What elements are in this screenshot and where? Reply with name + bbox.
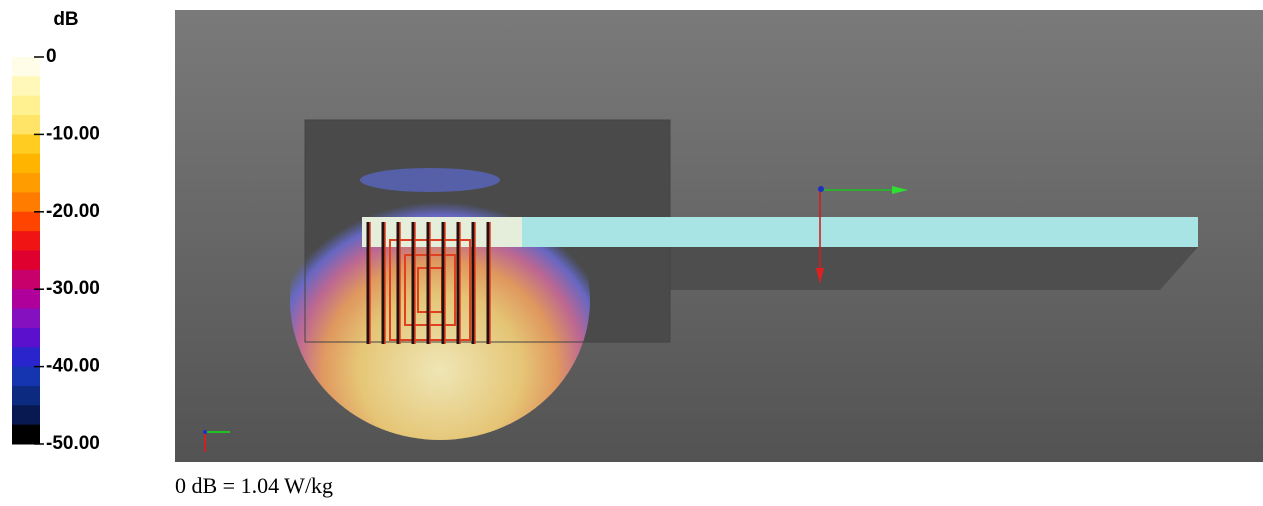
unit-label: dB [53, 9, 78, 30]
color-band [12, 96, 40, 116]
color-band [12, 57, 40, 77]
color-band [12, 115, 40, 135]
screenshot: dB 0 dB = 1.04 W/kg 0 -10.00 -20.00 -30.00 -… [0, 0, 1263, 501]
sar-lobe [360, 168, 500, 192]
page: dB 0 dB = 1.04 W/kg 0 -10.00 -20.00 -30.00 -… [0, 0, 1263, 501]
color-band [12, 328, 40, 348]
origin [203, 430, 207, 434]
color-band [12, 425, 40, 445]
sar-distribution [290, 160, 590, 440]
tick-label: -20.00 [46, 201, 100, 222]
color-band [12, 347, 40, 367]
color-band [12, 173, 40, 193]
color-band [12, 405, 40, 425]
shadow [670, 247, 1198, 290]
caption: 0 dB = 1.04 W/kg [175, 473, 333, 498]
color-band [12, 134, 40, 154]
color-band [12, 76, 40, 96]
color-band [12, 270, 40, 290]
color-bar [12, 57, 40, 445]
tick-label: -40.00 [46, 356, 100, 377]
color-band [12, 231, 40, 251]
color-band [12, 289, 40, 309]
tick-label: -30.00 [46, 278, 100, 299]
tick-label: -50.00 [46, 433, 100, 454]
color-band [12, 212, 40, 232]
tick-label: 0 [46, 46, 57, 67]
tick-label: -10.00 [46, 123, 100, 144]
color-band [12, 367, 40, 387]
color-band [12, 154, 40, 174]
color-band [12, 309, 40, 329]
origin [818, 186, 824, 192]
color-band [12, 251, 40, 271]
color-band [12, 386, 40, 406]
color-band [12, 192, 40, 212]
